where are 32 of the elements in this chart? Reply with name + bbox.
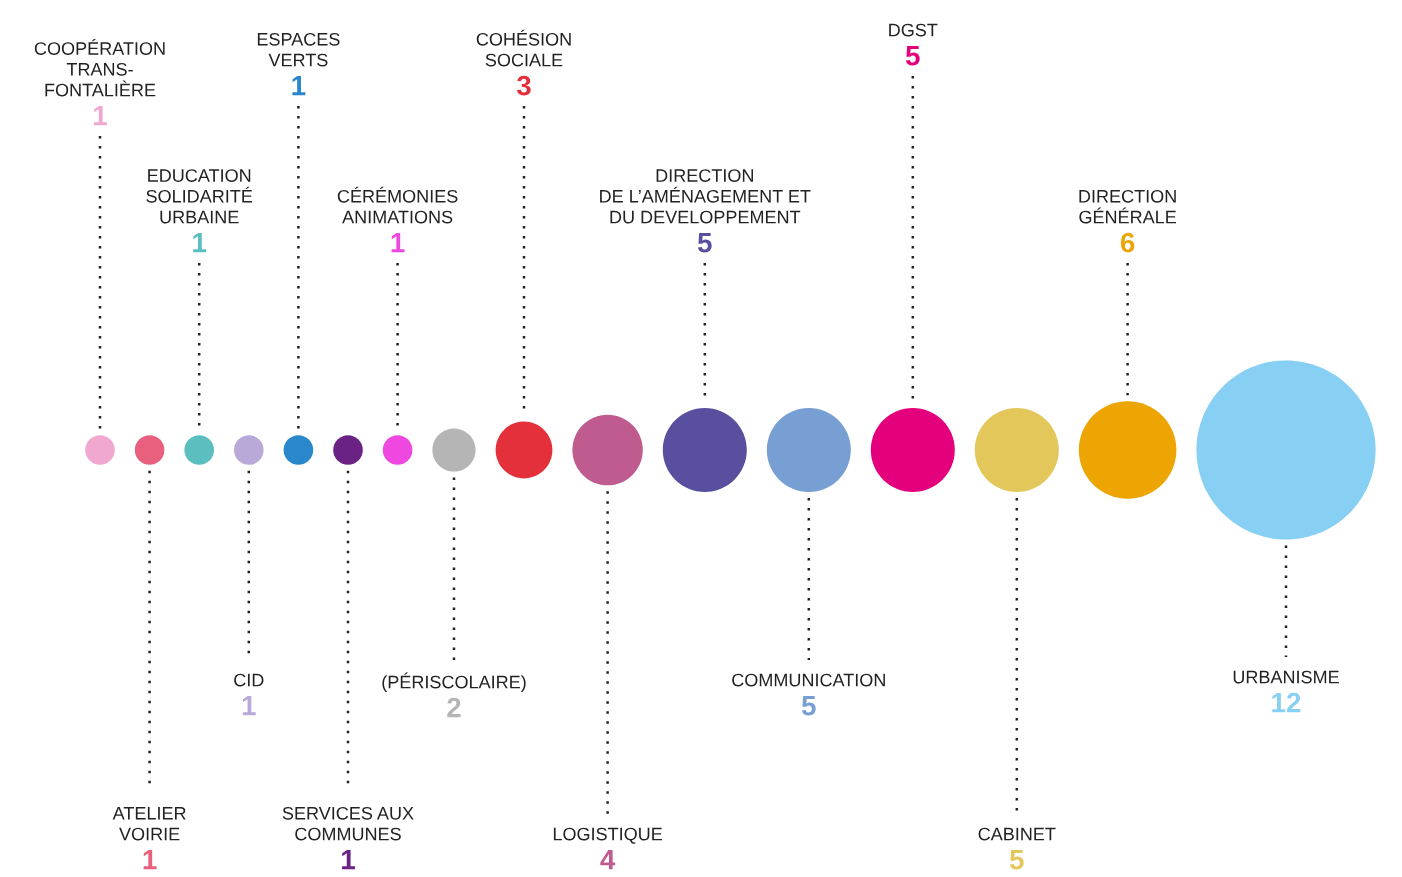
data-label: 5: [905, 46, 920, 66]
data-label: 1: [94, 106, 107, 126]
data-label: 1: [342, 850, 355, 870]
data-label: 5: [697, 233, 712, 253]
data-label: 1: [292, 76, 306, 96]
data-label: 5: [1009, 850, 1024, 870]
data-label: 12: [1272, 692, 1301, 713]
category-label: COOPÉRATION TRANS- FONTALIÈRE: [34, 39, 165, 97]
data-label: 4: [600, 850, 616, 870]
data-label: 6: [1120, 232, 1135, 253]
category-label: LOGISTIQUE: [553, 827, 663, 844]
data-label: 1: [391, 233, 405, 253]
data-label: 1: [193, 233, 207, 253]
data-label: 5: [801, 696, 816, 716]
category-label: CABINET: [978, 827, 1056, 841]
category-label: COHÉSION SOCIALE: [476, 29, 571, 67]
category-label: COMMUNICATION: [732, 673, 885, 687]
category-label: ESPACES VERTS: [257, 32, 340, 67]
data-label: 1: [143, 850, 157, 870]
category-label: DIRECTION GÉNÉRALE: [1079, 189, 1176, 224]
category-label: (PÉRISCOLAIRE): [382, 672, 526, 692]
category-label: ATELIER VOIRIE: [112, 807, 186, 841]
category-label: DIRECTION DE L’AMÉNAGEMENT ET DU DEVELOPPEMENT: [600, 169, 811, 224]
category-label: DGST: [889, 23, 938, 37]
category-label: URBANISME: [1233, 670, 1339, 684]
category-label: SERVICES AUX COMMUNES: [282, 806, 414, 841]
data-label: 1: [242, 696, 256, 716]
data-label: 3: [516, 75, 531, 96]
data-label: 2: [447, 697, 461, 718]
category-label: CÉRÉMONIES ANIMATIONS: [337, 186, 458, 224]
category-label: CID: [234, 673, 264, 687]
category-label: EDUCATION SOLIDARITÉ URBAINE: [146, 169, 253, 224]
